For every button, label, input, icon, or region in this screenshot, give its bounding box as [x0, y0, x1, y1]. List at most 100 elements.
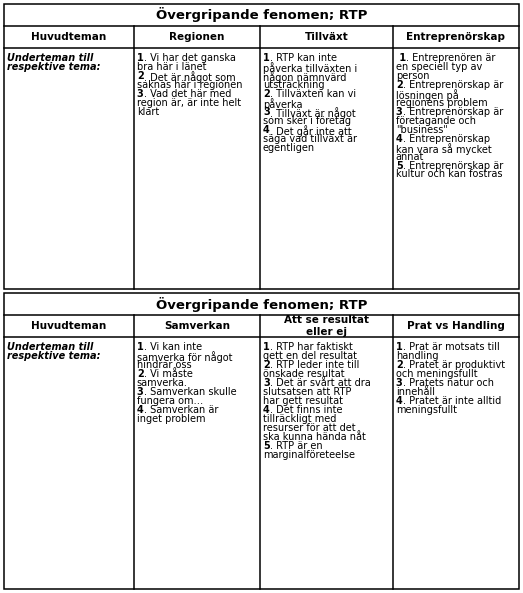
Text: Att se resultat
eller ej: Att se resultat eller ej [284, 315, 369, 337]
Text: . Vi måste: . Vi måste [143, 369, 192, 379]
Text: 3: 3 [137, 387, 143, 397]
Text: . RTP har faktiskt: . RTP har faktiskt [270, 342, 353, 352]
Text: kultur och kan fostras: kultur och kan fostras [396, 170, 502, 180]
Text: samverka för något: samverka för något [137, 351, 232, 363]
Text: bra här i länet: bra här i länet [137, 62, 206, 72]
Text: . Pratets natur och: . Pratets natur och [403, 378, 494, 388]
Text: Underteman till: Underteman till [7, 342, 94, 352]
Text: region är, är inte helt: region är, är inte helt [137, 98, 241, 108]
Text: Regionen: Regionen [169, 32, 224, 42]
Text: . Samverkan är: . Samverkan är [143, 404, 218, 415]
Text: . Entreprenören är: . Entreprenören är [406, 53, 495, 63]
Text: någon nämnvärd: någon nämnvärd [263, 71, 346, 83]
Text: Huvudteman: Huvudteman [31, 32, 107, 42]
Text: 1: 1 [263, 53, 270, 63]
Text: 3: 3 [137, 89, 143, 99]
Text: 1: 1 [396, 53, 406, 63]
Text: påverka tillväxten i: påverka tillväxten i [263, 62, 357, 74]
Text: tillräckligt med: tillräckligt med [263, 414, 336, 423]
Text: . Entreprenörskap är: . Entreprenörskap är [403, 80, 503, 90]
Text: . Entreprenörskap är: . Entreprenörskap är [403, 107, 503, 117]
Text: ska kunna hända nåt: ska kunna hända nåt [263, 432, 366, 442]
Text: 3: 3 [396, 378, 403, 388]
Text: säga vad tillväxt är: säga vad tillväxt är [263, 133, 357, 144]
Text: . Det är svårt att dra: . Det är svårt att dra [270, 378, 370, 388]
Text: resurser för att det: resurser för att det [263, 423, 356, 433]
Text: 5: 5 [396, 161, 403, 171]
Text: 2: 2 [137, 71, 143, 81]
Text: en speciell typ av: en speciell typ av [396, 62, 482, 72]
Text: Underteman till: Underteman till [7, 53, 94, 63]
Text: Entreprenörskap: Entreprenörskap [406, 32, 505, 42]
Text: 3: 3 [263, 378, 270, 388]
Text: 1: 1 [137, 342, 143, 352]
Text: respektive tema:: respektive tema: [7, 351, 100, 361]
Text: annat: annat [396, 152, 424, 161]
Text: lösningen på: lösningen på [396, 89, 459, 101]
Text: 1: 1 [137, 53, 143, 63]
Bar [4, 293, 519, 589]
Text: fungera om…: fungera om… [137, 396, 203, 406]
Text: inget problem: inget problem [137, 414, 206, 423]
Text: marginalföreteelse: marginalföreteelse [263, 449, 355, 460]
Text: . Samverkan skulle: . Samverkan skulle [143, 387, 236, 397]
Text: . Vad det här med: . Vad det här med [143, 89, 231, 99]
Text: person: person [396, 71, 429, 81]
Text: gett en del resultat: gett en del resultat [263, 351, 357, 361]
Text: Prat vs Handling: Prat vs Handling [407, 321, 505, 331]
Text: påverka: påverka [263, 98, 302, 110]
Text: slutsatsen att RTP: slutsatsen att RTP [263, 387, 351, 397]
Text: regionens problem: regionens problem [396, 98, 487, 108]
Text: innehåll: innehåll [396, 387, 435, 397]
Text: . Tillväxt är något: . Tillväxt är något [270, 107, 356, 119]
Text: Övergripande fenomen; RTP: Övergripande fenomen; RTP [156, 8, 367, 23]
Text: 1: 1 [263, 342, 270, 352]
Text: 4: 4 [396, 133, 403, 144]
Text: 4: 4 [263, 125, 270, 135]
Text: . Det går inte att: . Det går inte att [270, 125, 351, 136]
Text: 2: 2 [396, 80, 403, 90]
Text: önskade resultat: önskade resultat [263, 369, 345, 379]
Text: 2: 2 [137, 369, 143, 379]
Text: egentligen: egentligen [263, 142, 315, 152]
Text: meningsfullt: meningsfullt [396, 404, 457, 415]
Text: . RTP leder inte till: . RTP leder inte till [270, 360, 359, 370]
Text: . Pratet är produktivt: . Pratet är produktivt [403, 360, 505, 370]
Text: saknas här i regionen: saknas här i regionen [137, 80, 242, 90]
Text: 5: 5 [263, 441, 270, 451]
Text: 2: 2 [263, 360, 270, 370]
Text: . Prat är motsats till: . Prat är motsats till [403, 342, 499, 352]
Text: 2: 2 [396, 360, 403, 370]
Text: "business": "business" [396, 125, 448, 135]
Text: . Det finns inte: . Det finns inte [270, 404, 342, 415]
Text: . RTP kan inte: . RTP kan inte [270, 53, 337, 63]
Text: 4: 4 [263, 404, 270, 415]
Text: och meningsfullt: och meningsfullt [396, 369, 477, 379]
Text: . Tillväxten kan vi: . Tillväxten kan vi [270, 89, 356, 99]
Text: Huvudteman: Huvudteman [31, 321, 107, 331]
Text: har gett resultat: har gett resultat [263, 396, 343, 406]
Text: 4: 4 [137, 404, 143, 415]
Text: 1: 1 [396, 342, 403, 352]
Text: . Vi har det ganska: . Vi har det ganska [143, 53, 235, 63]
Text: . Vi kan inte: . Vi kan inte [143, 342, 202, 352]
Text: . Pratet är inte alltid: . Pratet är inte alltid [403, 396, 501, 406]
Text: 3: 3 [263, 107, 270, 117]
Text: . Entreprenörskap: . Entreprenörskap [403, 133, 490, 144]
Text: 3: 3 [396, 107, 403, 117]
Text: Samverkan: Samverkan [164, 321, 230, 331]
Text: . Det är något som: . Det är något som [143, 71, 235, 83]
Text: företagande och: företagande och [396, 116, 476, 126]
Bar [4, 4, 519, 289]
Text: . RTP är en: . RTP är en [270, 441, 322, 451]
Text: utsträckning: utsträckning [263, 80, 324, 90]
Text: som sker i företag: som sker i företag [263, 116, 351, 126]
Text: Övergripande fenomen; RTP: Övergripande fenomen; RTP [156, 296, 367, 311]
Text: Tillväxt: Tillväxt [304, 32, 348, 42]
Text: samverka.: samverka. [137, 378, 188, 388]
Text: klart: klart [137, 107, 159, 117]
Text: handling: handling [396, 351, 438, 361]
Text: kan vara så mycket: kan vara så mycket [396, 142, 492, 155]
Text: 4: 4 [396, 396, 403, 406]
Text: hindrar oss: hindrar oss [137, 360, 191, 370]
